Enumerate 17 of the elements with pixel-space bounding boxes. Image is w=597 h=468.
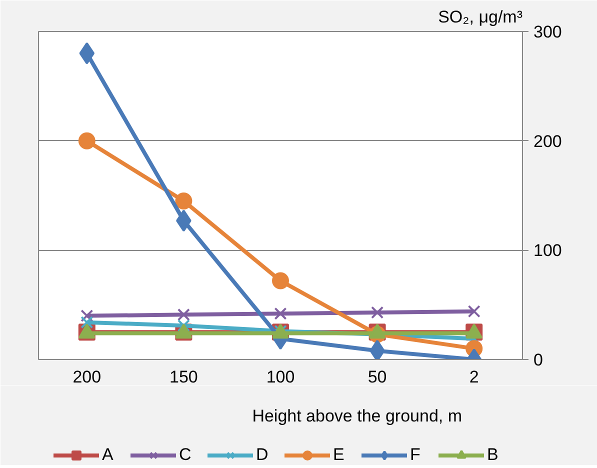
y-tick-label: 0 (534, 350, 543, 370)
x-tick-label: 200 (72, 368, 102, 386)
y-tick-label: 300 (534, 22, 562, 42)
legend-label: D (256, 445, 270, 465)
legend-label: E (333, 445, 346, 465)
x-tick-label: 50 (368, 368, 387, 386)
y-tick-label: 200 (534, 132, 562, 151)
y-tick-label: 100 (534, 241, 562, 260)
legend-label: F (410, 445, 422, 465)
x-axis-title: Height above the ground, m (252, 406, 462, 426)
legend-label: A (102, 445, 114, 465)
x-tick-label: 150 (170, 368, 198, 386)
legend-label: C (179, 445, 192, 465)
legend-label: B (487, 445, 500, 465)
x-tick-label: 2 (469, 368, 479, 386)
y-axis-title: SO₂, μg/m³ (438, 8, 523, 26)
x-tick-label: 100 (266, 368, 295, 386)
